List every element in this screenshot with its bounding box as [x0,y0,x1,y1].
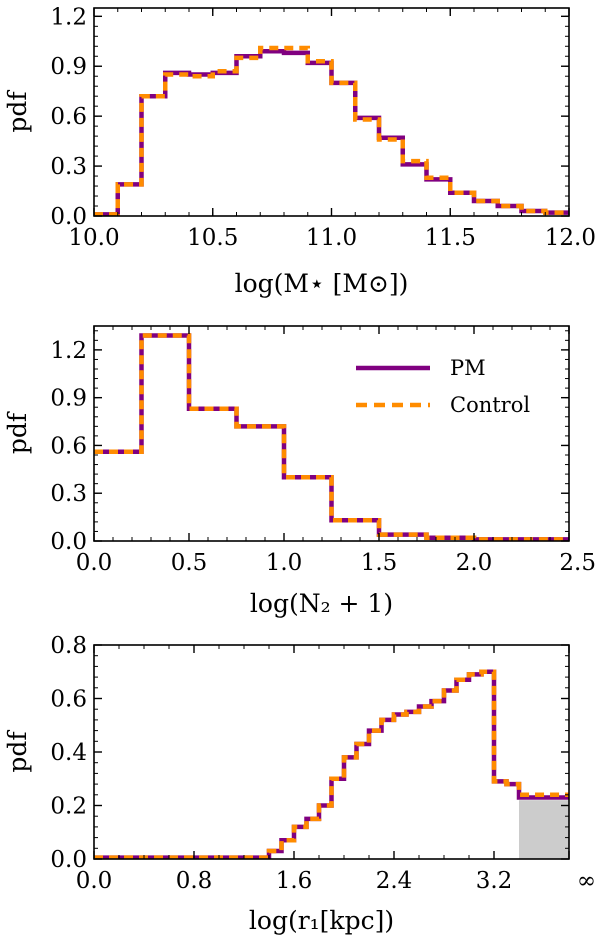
x-tick-label: 2.0 [456,550,493,576]
x-axis-label: log(r₁[kpc]) [249,906,394,935]
y-tick-label: 0.6 [50,687,87,713]
x-tick-label: 2.5 [559,550,596,576]
x-tick-label: 0.0 [76,868,113,894]
y-tick-label: 1.2 [50,4,87,30]
x-tick-label: 0.0 [76,550,113,576]
legend-label-control: Control [450,393,530,417]
y-tick-label: 0.3 [50,481,87,507]
pair-distance-panel: 0.0 0.8 1.6 2.4 3.2 ∞ 0.0 0.2 0.4 0.6 0.8 log(r₁[kp… [3,633,596,935]
series-control-step [94,333,569,541]
y-tick-label: 0.0 [50,529,87,555]
axes-frame [93,325,570,542]
y-tick-label: 0.4 [50,740,87,766]
y-tick-label: 0.0 [50,847,87,873]
series-control-step [94,45,569,216]
legend-label-pm: PM [450,356,486,380]
series-control-step [94,669,569,859]
y-tick-label: 0.8 [50,633,87,659]
axes-frame [93,7,570,217]
x-tick-label: 11.0 [306,225,357,251]
x-tick-label: 1.6 [276,868,313,894]
legend: PM Control [356,356,530,417]
y-tick-label: 1.2 [50,338,87,364]
y-tick-label: 0.2 [50,794,87,820]
series-pm-step [94,669,569,859]
y-tick-label: 0.6 [50,104,87,130]
y-axis-label: pdf [3,90,32,133]
x-tick-label: 12.0 [545,225,596,251]
y-tick-label: 0.6 [50,433,87,459]
x-axis-label: log(M⋆ [M⊙]) [235,269,409,298]
x-tick-label: 0.5 [171,550,208,576]
series-pm-step [94,49,569,216]
axes-frame [93,644,570,860]
x-axis-label: log(N₂ + 1) [250,589,393,618]
y-axis-label: pdf [3,411,32,454]
y-tick-label: 0.9 [50,54,87,80]
x-tick-label: 2.4 [376,868,413,894]
x-tick-label: 0.8 [176,868,213,894]
neighbor-count-panel: 0.0 0.5 1.0 1.5 2.0 2.5 0.0 0.3 0.6 0.9 1.2 log(N₂ … [3,325,596,618]
x-tick-label: 11.5 [425,225,476,251]
x-tick-label: 10.0 [68,225,119,251]
y-axis-label: pdf [3,730,32,773]
x-tick-label: 3.2 [476,868,513,894]
stellar-mass-panel: 10.0 10.5 11.0 11.5 12.0 0.0 0.3 0.6 0.9 1.2 log(M… [3,4,596,298]
x-tick-label: 10.5 [187,225,238,251]
y-tick-label: 0.0 [50,204,87,230]
y-tick-label: 0.9 [50,386,87,412]
x-tick-label: 1.5 [361,550,398,576]
x-tick-label: 1.0 [266,550,303,576]
y-tick-label: 0.3 [50,154,87,180]
x-tick-label: ∞ [577,868,596,894]
shaded-region [519,800,569,859]
